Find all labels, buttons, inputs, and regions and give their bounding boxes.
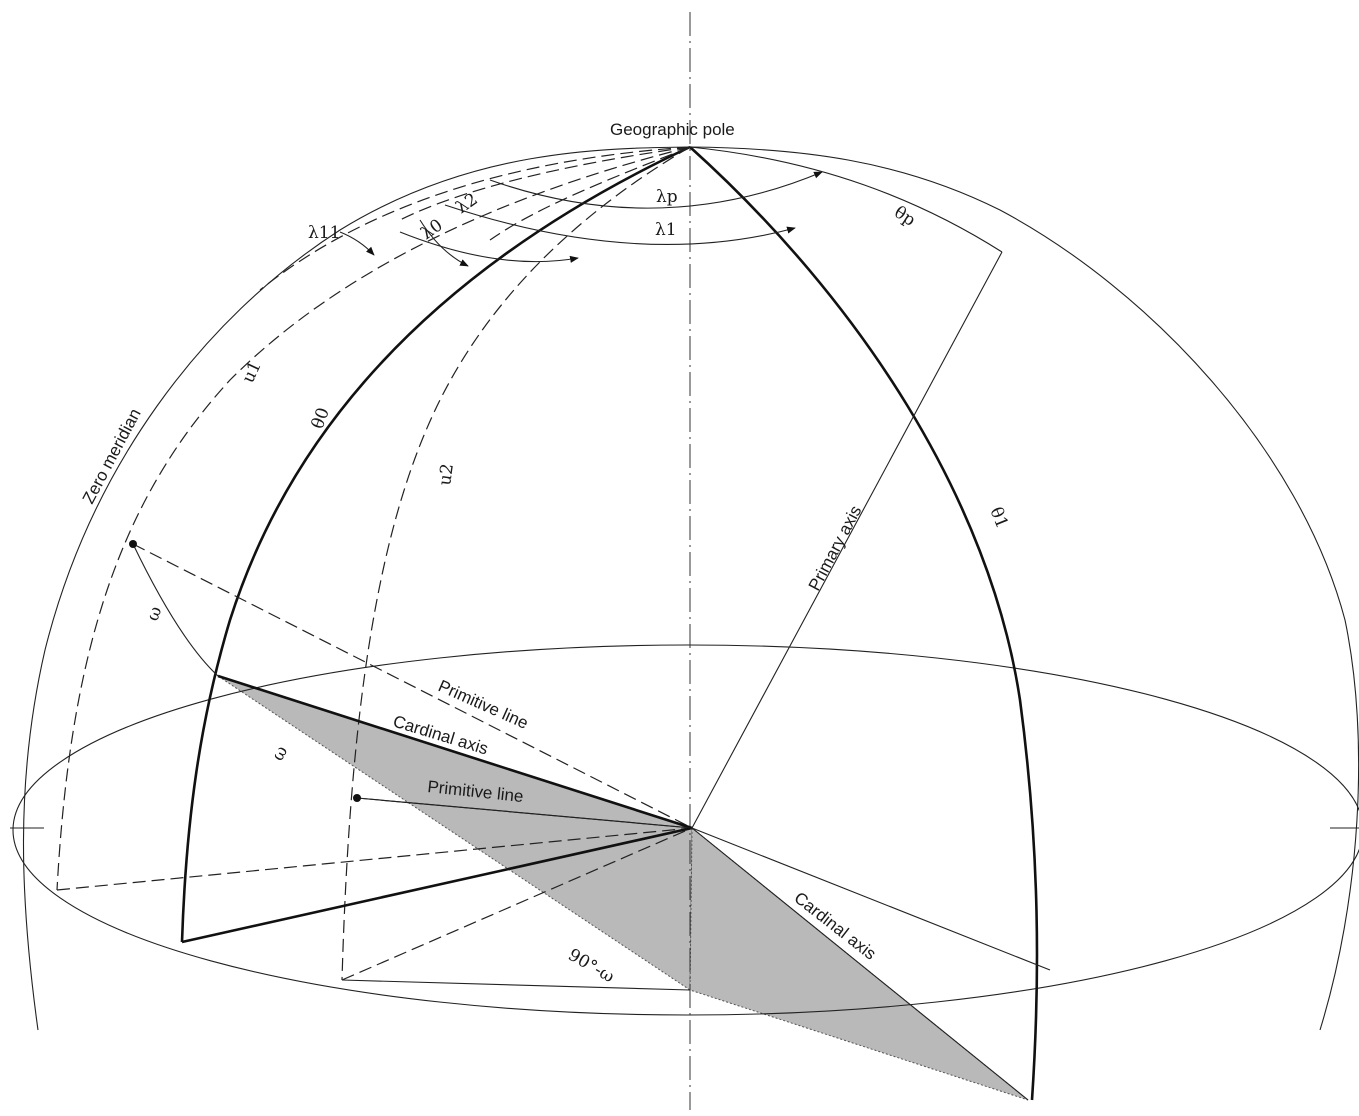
pole-dashed-guide-b [489, 146, 691, 241]
fan-line-3 [181, 826, 693, 944]
meridian-u-1 [56, 146, 691, 891]
meridian-u-2 [341, 146, 691, 981]
bottom-connector [341, 979, 691, 991]
label-geographic-pole: Geographic pole [610, 120, 735, 139]
primitive-line-upper [132, 543, 693, 829]
zero-meridian-arc [259, 146, 691, 291]
cardinal-axis-lower-edge [691, 827, 1029, 1101]
cardinal-axis-upper-line [217, 674, 693, 830]
fan-line-1 [356, 797, 693, 829]
theta-p-arc [689, 146, 1003, 253]
label-theta-p: θp [890, 202, 919, 230]
cardinal-axis-lower-line [691, 827, 1051, 971]
arc-lambda-2 [399, 231, 579, 263]
label-theta-0: θ0 [308, 405, 334, 432]
primary-axis-line [691, 251, 1003, 829]
arc-lambda-0 [419, 219, 469, 267]
fan-line-2 [56, 827, 693, 891]
label-lambda-1: λ1 [655, 220, 677, 240]
arc-lambda-11 [339, 231, 375, 256]
shaded-plane-lower [217, 675, 693, 991]
fan-line-4 [341, 827, 693, 981]
horizon-ellipse [12, 644, 1359, 1016]
arc-lambda-p [489, 171, 823, 209]
label-lambda-p: λp [656, 187, 678, 207]
label-u-2: u2 [435, 462, 458, 486]
label-primitive-line-upper: Primitive line [435, 676, 531, 733]
label-omega-lower: ω [268, 742, 292, 764]
label-primary-axis: Primary axis [805, 502, 866, 593]
label-omega-upper: ω [143, 604, 167, 624]
label-ninety-minus-omega: 90°-ω [565, 945, 618, 987]
omega-arc [132, 543, 219, 677]
label-theta-1: θ1 [985, 504, 1011, 531]
meridian-theta-1 [689, 146, 1039, 1101]
label-u-1: u1 [238, 358, 265, 386]
point-zero-meridian [129, 540, 137, 548]
arc-lambda-1 [444, 204, 796, 246]
label-zero-meridian: Zero meridian [79, 405, 145, 507]
label-lambda-2: λ2 [452, 189, 481, 218]
point-primitive [353, 794, 361, 802]
label-lambda-11: λ11 [308, 223, 340, 243]
meridian-theta-0 [180, 145, 691, 943]
pole-dashed-guide-a [399, 146, 691, 221]
